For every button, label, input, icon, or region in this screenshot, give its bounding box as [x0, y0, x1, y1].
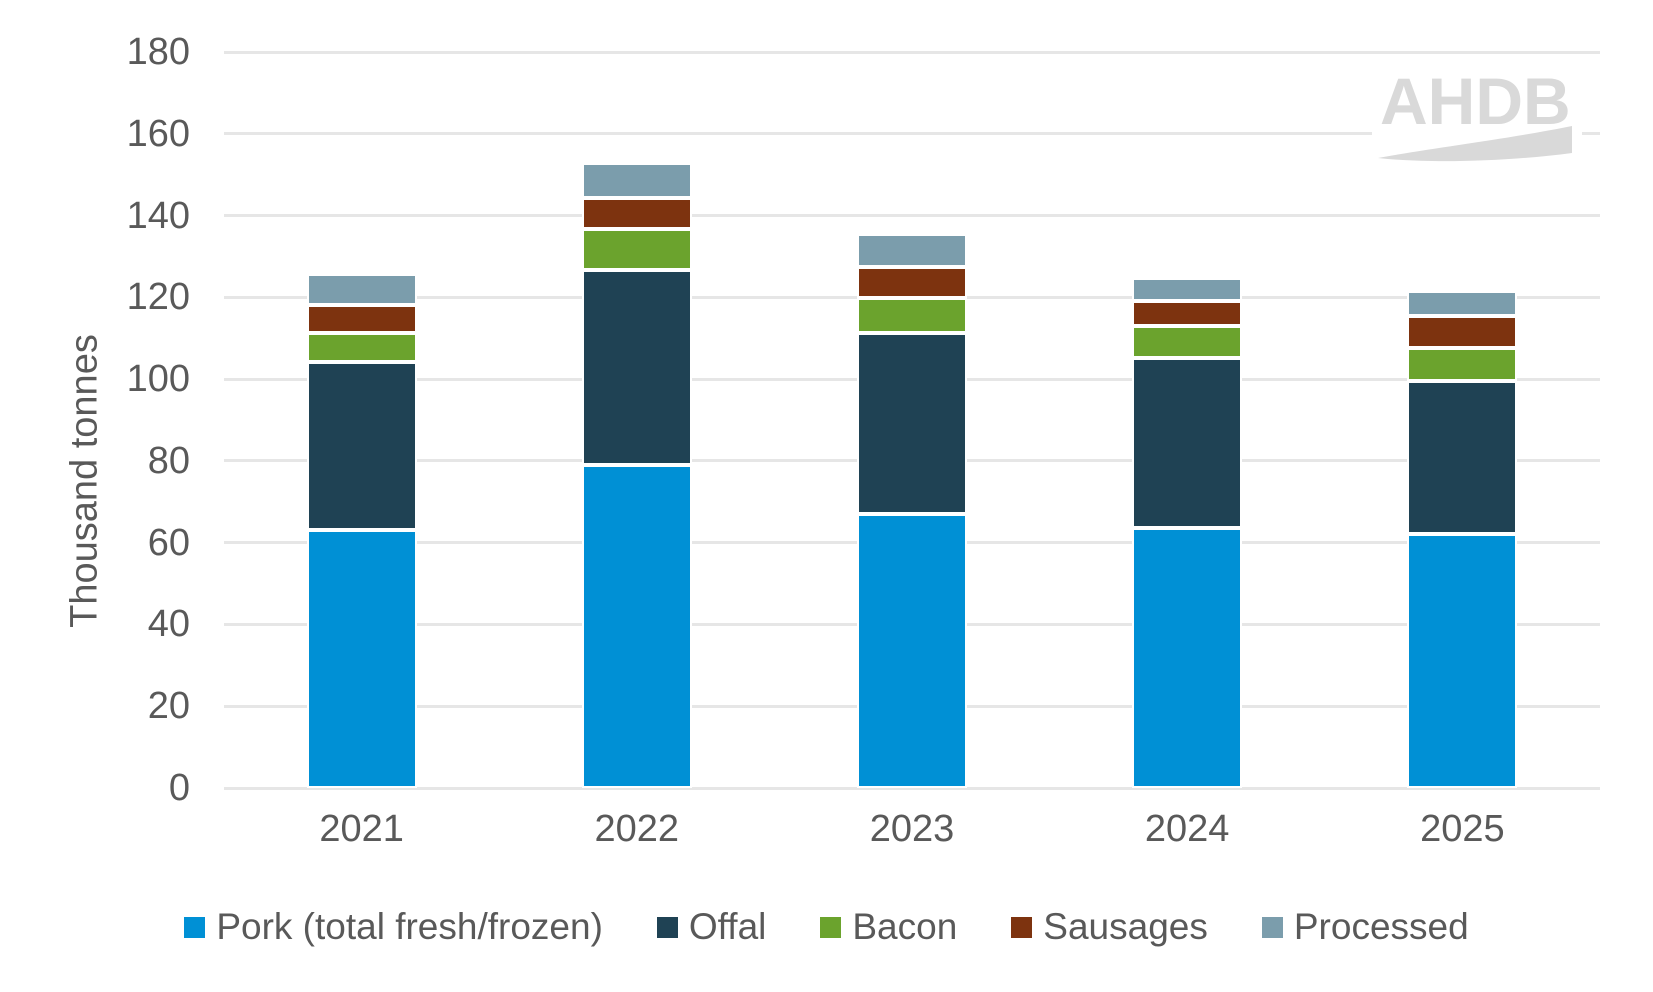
legend-swatch-bacon: [820, 916, 842, 938]
y-tick-label-160: 160: [126, 112, 190, 155]
bar-2022-segment-pork: [581, 464, 692, 788]
legend-label-processed: Processed: [1293, 906, 1469, 947]
legend-item-offal: Offal: [656, 906, 767, 948]
legend-item-pork: Pork (total fresh/frozen): [184, 906, 603, 948]
legend-label-pork: Pork (total fresh/frozen): [216, 906, 603, 947]
legend-item-sausages: Sausages: [1011, 906, 1208, 948]
y-tick-label-20: 20: [147, 685, 190, 728]
bar-2022-segment-bacon: [581, 229, 692, 271]
bar-2024-segment-processed: [1132, 277, 1243, 301]
bar-2023-segment-pork: [857, 514, 967, 788]
bar-2024-segment-sausages: [1132, 300, 1243, 326]
bar-2023-segment-sausages: [857, 267, 967, 298]
y-tick-label-180: 180: [126, 31, 190, 73]
logo-text: AHDB: [1380, 66, 1571, 138]
gridline-0: [224, 786, 1600, 790]
x-axis-label-2023: 2023: [869, 808, 955, 850]
x-axis-label-2021: 2021: [319, 808, 404, 850]
legend-label-offal: Offal: [688, 906, 767, 947]
bar-2025-segment-offal: [1407, 381, 1518, 535]
bar-2022-segment-sausages: [581, 198, 692, 230]
x-axis-label-2025: 2025: [1420, 808, 1505, 850]
bar-2021-segment-bacon: [306, 332, 417, 362]
gridline-160: [224, 132, 1600, 136]
x-axis-label-2024: 2024: [1144, 808, 1230, 850]
legend-item-processed: Processed: [1261, 906, 1469, 948]
y-tick-label-80: 80: [147, 439, 190, 482]
bar-2023-segment-offal: [857, 333, 967, 515]
bar-2021-segment-sausages: [306, 304, 417, 333]
bar-2023-segment-bacon: [857, 297, 967, 334]
legend-swatch-pork: [184, 916, 206, 938]
legend: Pork (total fresh/frozen) Offal Bacon Sausa…: [0, 906, 1653, 948]
y-tick-label-60: 60: [147, 521, 190, 564]
bar-2021-segment-pork: [306, 530, 417, 788]
y-tick-label-140: 140: [126, 194, 190, 237]
legend-label-bacon: Bacon: [852, 906, 958, 947]
bar-2025-segment-bacon: [1407, 347, 1518, 382]
y-tick-label-0: 0: [168, 767, 190, 809]
y-tick-label-40: 40: [147, 603, 190, 646]
bar-2025-segment-sausages: [1407, 316, 1518, 348]
bar-2022-segment-processed: [581, 163, 692, 199]
bar-2024-segment-pork: [1132, 527, 1243, 788]
bar-2022-segment-offal: [581, 270, 692, 465]
gridline-180: [224, 50, 1600, 54]
x-axis-label-2022: 2022: [594, 808, 680, 850]
bar-2023-segment-processed: [857, 233, 967, 268]
ahdb-logo: AHDB: [1372, 66, 1582, 174]
legend-swatch-sausages: [1011, 916, 1033, 938]
y-tick-label-100: 100: [126, 358, 190, 401]
legend-label-sausages: Sausages: [1043, 906, 1208, 947]
legend-item-bacon: Bacon: [820, 906, 957, 948]
bar-2025-segment-pork: [1407, 534, 1518, 788]
bar-2021-segment-offal: [306, 361, 417, 531]
bar-2021-segment-processed: [306, 274, 417, 305]
legend-swatch-offal: [656, 916, 678, 938]
bar-2024-segment-bacon: [1132, 325, 1243, 358]
bar-2025-segment-processed: [1407, 291, 1518, 317]
legend-swatch-processed: [1261, 916, 1283, 938]
y-tick-label-120: 120: [126, 276, 190, 319]
gridline-140: [224, 214, 1600, 218]
logo-swoosh-icon: [1378, 126, 1572, 162]
bar-2024-segment-offal: [1132, 357, 1243, 528]
